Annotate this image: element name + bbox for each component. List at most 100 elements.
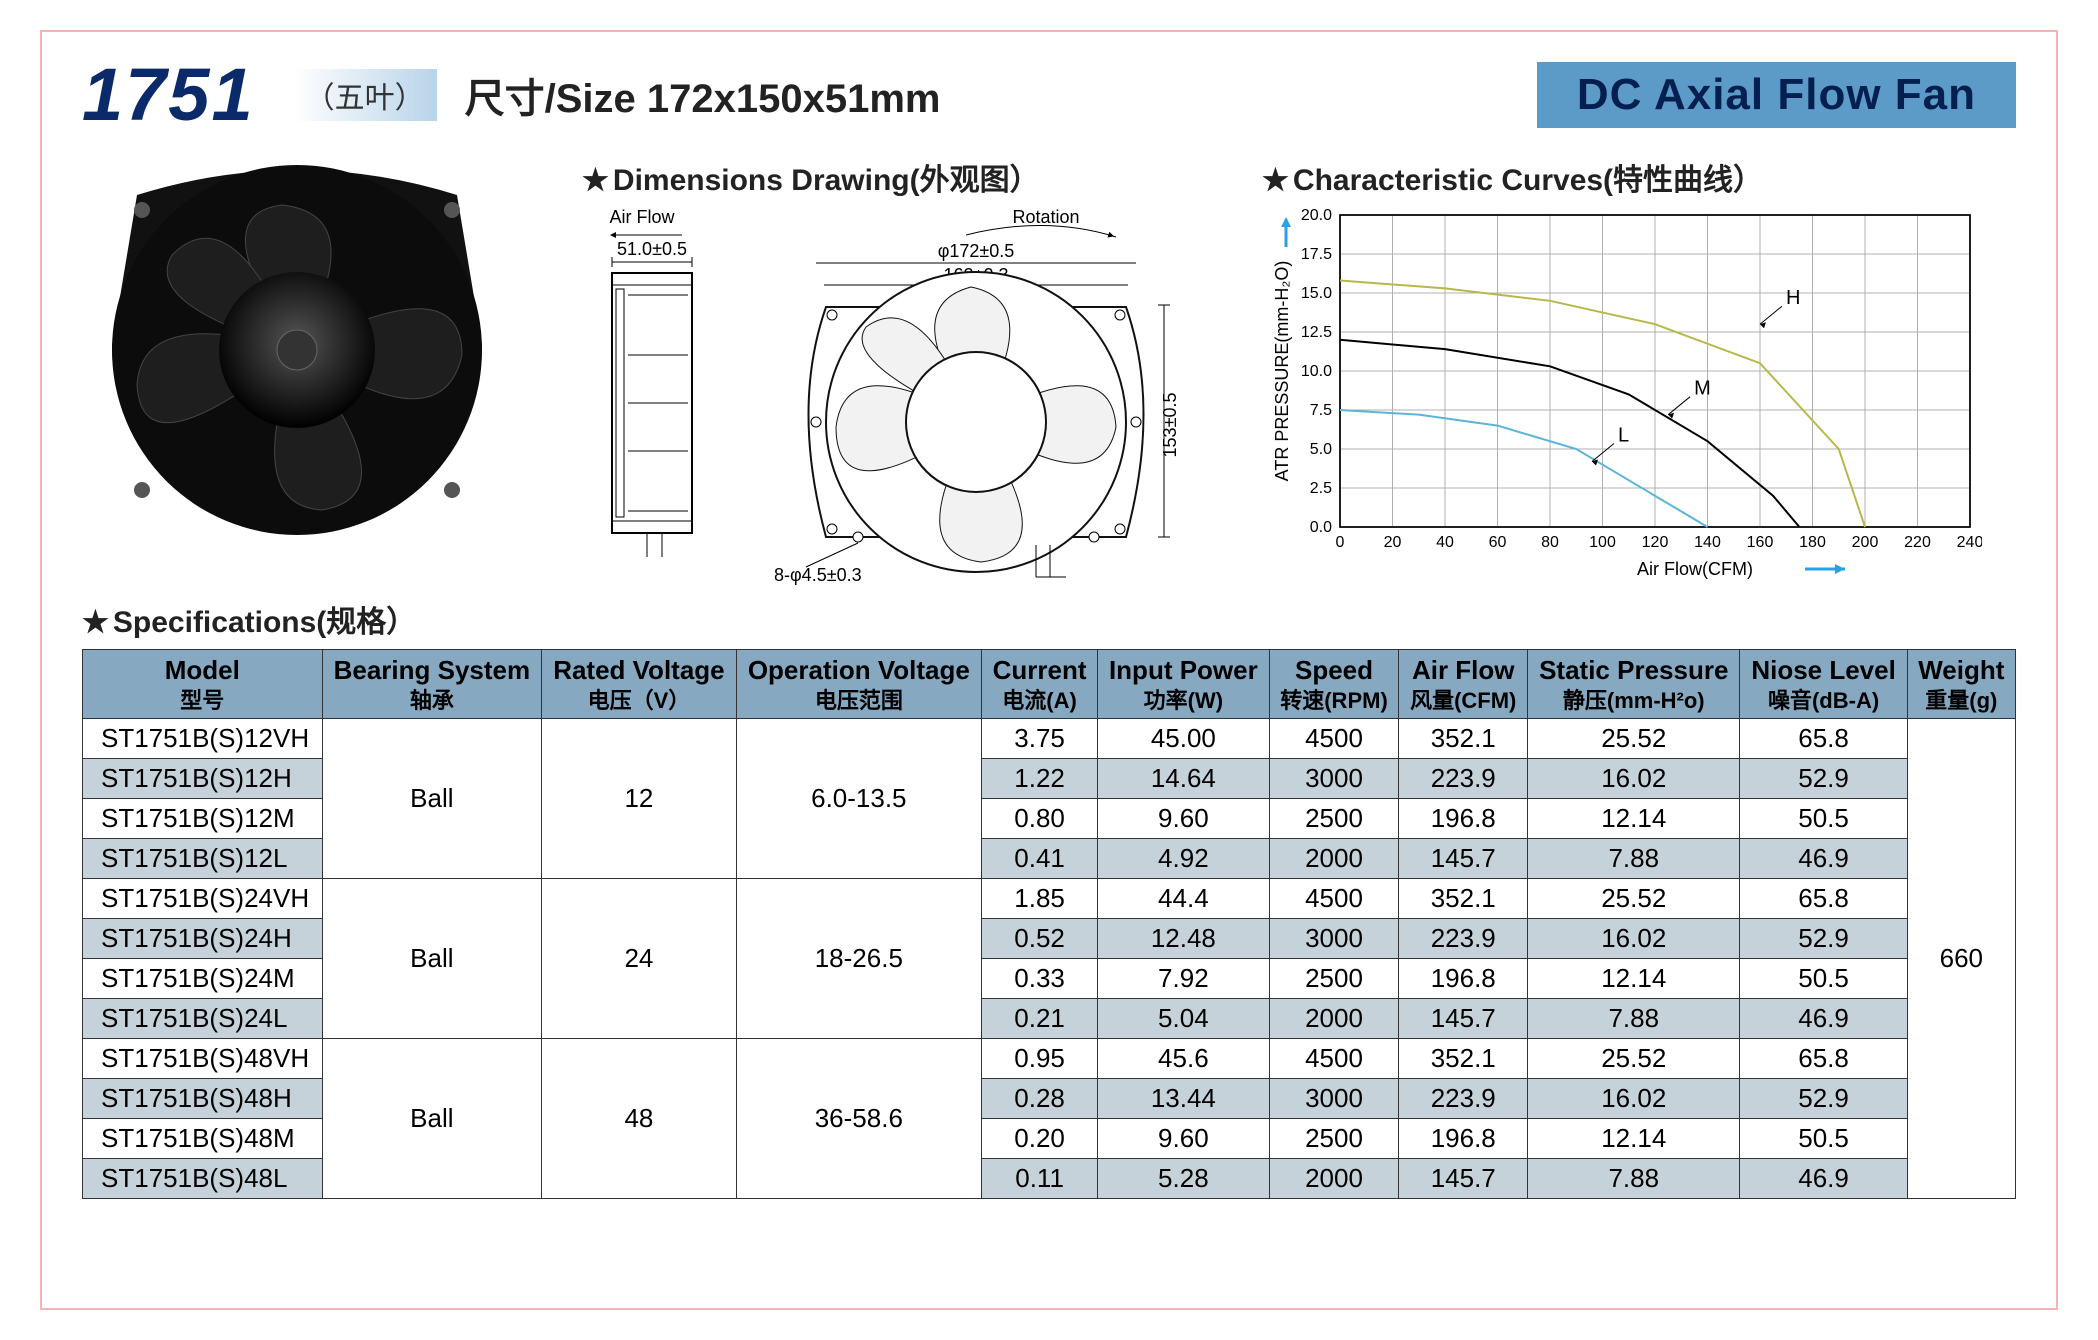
svg-text:20: 20: [1384, 534, 1402, 551]
static-cell: 25.52: [1528, 879, 1740, 919]
airflow-cell: 145.7: [1399, 839, 1528, 879]
spec-title-text: Specifications(规格）: [113, 606, 416, 639]
column-header: Bearing System轴承: [322, 650, 542, 719]
speed-cell: 2000: [1269, 839, 1399, 879]
model-cell: ST1751B(S)48H: [83, 1079, 323, 1119]
airflow-cell: 196.8: [1399, 959, 1528, 999]
svg-text:H: H: [1786, 287, 1800, 309]
column-header: Rated Voltage电压（V）: [542, 650, 736, 719]
svg-text:Air Flow(CFM): Air Flow(CFM): [1637, 559, 1753, 579]
noise-cell: 65.8: [1740, 879, 1907, 919]
noise-cell: 52.9: [1740, 759, 1907, 799]
power-cell: 44.4: [1098, 879, 1269, 919]
current-cell: 0.41: [982, 839, 1098, 879]
static-cell: 12.14: [1528, 799, 1740, 839]
airflow-cell: 223.9: [1399, 919, 1528, 959]
airflow-cell: 223.9: [1399, 1079, 1528, 1119]
voltage-cell: 24: [542, 879, 736, 1039]
current-cell: 0.20: [982, 1119, 1098, 1159]
power-cell: 13.44: [1098, 1079, 1269, 1119]
model-cell: ST1751B(S)12L: [83, 839, 323, 879]
star-icon: ★: [1262, 164, 1289, 197]
column-header: Model型号: [83, 650, 323, 719]
dimension-front-view: Rotation φ172±0.5 162±0.3: [766, 205, 1206, 585]
power-cell: 7.92: [1098, 959, 1269, 999]
op_voltage-cell: 6.0-13.5: [736, 719, 981, 879]
curves-title-text: Characteristic Curves(特性曲线）: [1293, 164, 1763, 197]
static-cell: 7.88: [1528, 999, 1740, 1039]
svg-text:60: 60: [1489, 534, 1507, 551]
power-cell: 4.92: [1098, 839, 1269, 879]
table-row: ST1751B(S)48VHBall4836-58.60.9545.645003…: [83, 1039, 2016, 1079]
speed-cell: 3000: [1269, 759, 1399, 799]
svg-text:140: 140: [1694, 534, 1721, 551]
svg-text:40: 40: [1436, 534, 1454, 551]
airflow-cell: 352.1: [1399, 719, 1528, 759]
airflow-cell: 352.1: [1399, 1039, 1528, 1079]
star-icon: ★: [582, 164, 609, 197]
power-cell: 45.00: [1098, 719, 1269, 759]
dimensions-title-text: Dimensions Drawing(外观图）: [613, 164, 1040, 197]
noise-cell: 50.5: [1740, 1119, 1907, 1159]
static-cell: 7.88: [1528, 839, 1740, 879]
noise-cell: 46.9: [1740, 1159, 1907, 1199]
current-cell: 3.75: [982, 719, 1098, 759]
dimension-side-view: Air Flow 51.0±0.5: [582, 205, 752, 565]
five-blade-label: （五叶）: [293, 69, 437, 121]
product-photo: [82, 155, 512, 535]
static-cell: 16.02: [1528, 919, 1740, 959]
static-cell: 7.88: [1528, 1159, 1740, 1199]
curves-column: ★Characteristic Curves(特性曲线） 02040608010…: [1262, 155, 2016, 585]
dim-diameter: φ172±0.5: [938, 241, 1015, 261]
star-icon: ★: [82, 606, 109, 639]
svg-text:12.5: 12.5: [1301, 324, 1332, 341]
power-cell: 9.60: [1098, 1119, 1269, 1159]
speed-cell: 3000: [1269, 1079, 1399, 1119]
op_voltage-cell: 36-58.6: [736, 1039, 981, 1199]
current-cell: 0.95: [982, 1039, 1098, 1079]
svg-text:Rotation: Rotation: [1012, 207, 1079, 227]
svg-text:200: 200: [1852, 534, 1879, 551]
noise-cell: 52.9: [1740, 1079, 1907, 1119]
static-cell: 16.02: [1528, 759, 1740, 799]
speed-cell: 2500: [1269, 959, 1399, 999]
product-title: DC Axial Flow Fan: [1537, 62, 2016, 128]
svg-text:15.0: 15.0: [1301, 285, 1332, 302]
power-cell: 45.6: [1098, 1039, 1269, 1079]
model-cell: ST1751B(S)48L: [83, 1159, 323, 1199]
power-cell: 5.04: [1098, 999, 1269, 1039]
svg-text:M: M: [1694, 378, 1711, 400]
static-cell: 16.02: [1528, 1079, 1740, 1119]
svg-text:220: 220: [1904, 534, 1931, 551]
power-cell: 5.28: [1098, 1159, 1269, 1199]
photo-column: [82, 155, 552, 585]
airflow-cell: 145.7: [1399, 999, 1528, 1039]
bearing-cell: Ball: [322, 879, 542, 1039]
noise-cell: 52.9: [1740, 919, 1907, 959]
datasheet: 1751 （五叶） 尺寸/Size 172x150x51mm DC Axial …: [40, 30, 2058, 1310]
speed-cell: 4500: [1269, 719, 1399, 759]
spec-title: ★Specifications(规格）: [82, 597, 2016, 641]
column-header: Input Power功率(W): [1098, 650, 1269, 719]
column-header: Speed转速(RPM): [1269, 650, 1399, 719]
model-cell: ST1751B(S)24L: [83, 999, 323, 1039]
airflow-cell: 352.1: [1399, 879, 1528, 919]
static-cell: 12.14: [1528, 959, 1740, 999]
noise-cell: 50.5: [1740, 799, 1907, 839]
noise-cell: 65.8: [1740, 1039, 1907, 1079]
svg-text:L: L: [1618, 424, 1629, 446]
noise-cell: 50.5: [1740, 959, 1907, 999]
op_voltage-cell: 18-26.5: [736, 879, 981, 1039]
curves-title: ★Characteristic Curves(特性曲线）: [1262, 155, 2016, 199]
model-cell: ST1751B(S)12M: [83, 799, 323, 839]
noise-cell: 65.8: [1740, 719, 1907, 759]
bearing-cell: Ball: [322, 1039, 542, 1199]
current-cell: 0.33: [982, 959, 1098, 999]
noise-cell: 46.9: [1740, 839, 1907, 879]
weight-cell: 660: [1907, 719, 2015, 1199]
airflow-cell: 223.9: [1399, 759, 1528, 799]
current-cell: 0.80: [982, 799, 1098, 839]
model-cell: ST1751B(S)12H: [83, 759, 323, 799]
current-cell: 0.21: [982, 999, 1098, 1039]
figure-row: ★Dimensions Drawing(外观图） Air Flow 51.0±0…: [82, 155, 2016, 585]
